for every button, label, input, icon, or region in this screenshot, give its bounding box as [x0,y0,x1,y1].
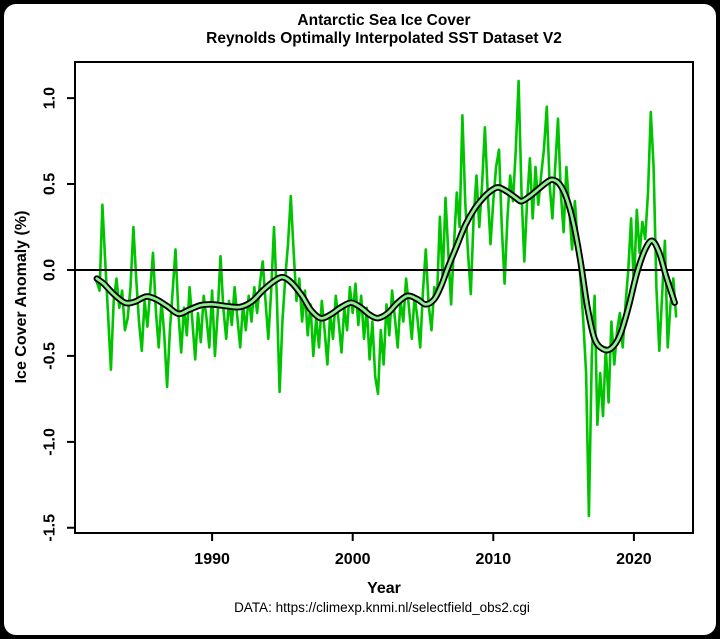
y-tick-label: -1.0 [42,428,59,456]
y-tick-label: 0.5 [42,173,59,195]
x-axis-label: Year [367,580,401,597]
y-ticks: -1.5 -1.0 -0.5 0.0 0.5 1.0 [42,87,75,542]
y-tick-label: 1.0 [42,87,59,109]
y-tick-label: 0.0 [42,259,59,281]
plot-border [74,61,694,534]
x-tick-label: 1990 [194,551,230,568]
y-tick-label: -1.5 [42,514,59,542]
y-axis-label: Ice Cover Anomaly (%) [13,211,30,384]
y-tick-label: -0.5 [42,342,59,370]
x-tick-label: 2010 [476,551,512,568]
x-tick-label: 2020 [616,551,652,568]
x-ticks: 1990 2000 2010 2020 [194,533,652,568]
footer-text: DATA: https://climexp.knmi.nl/selectfiel… [234,600,530,615]
x-tick-label: 2000 [335,551,371,568]
smooth-trend-core [95,178,677,352]
sea-ice-chart: Antarctic Sea Ice Cover Reynolds Optimal… [13,12,694,615]
chart-title: Antarctic Sea Ice Cover [297,12,470,29]
chart-subtitle: Reynolds Optimally Interpolated SST Data… [206,30,562,47]
